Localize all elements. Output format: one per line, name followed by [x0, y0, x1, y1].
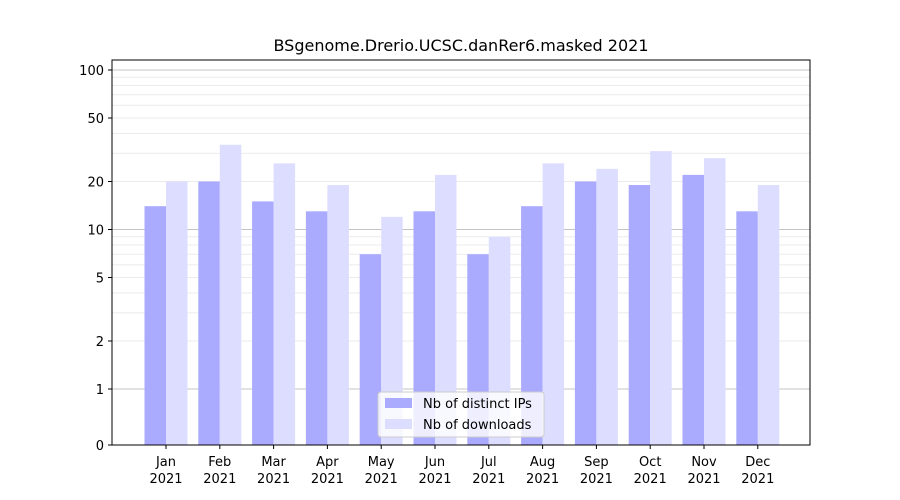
bar-distinct-ips	[574, 181, 597, 445]
x-tick-label-year: 2021	[580, 472, 613, 487]
legend-label-distinct-ips: Nb of distinct IPs	[423, 397, 532, 412]
x-tick-label-year: 2021	[257, 472, 290, 487]
x-tick-label-month: Mar	[261, 455, 286, 470]
bar-downloads	[704, 158, 726, 446]
x-axis: Jan 2021 Feb 2021 Mar 2021 Apr 2021 May 2021 Jun 20…	[149, 445, 774, 487]
bar-downloads	[381, 216, 403, 445]
x-tick-label-year: 2021	[149, 472, 182, 487]
legend-box	[377, 391, 545, 438]
bar-downloads	[757, 185, 780, 445]
y-tick-label: 5	[96, 272, 104, 287]
bar-distinct-ips	[305, 211, 328, 445]
x-tick-label-month: Nov	[691, 455, 717, 470]
x-tick-label-month: Jun	[424, 455, 445, 470]
bar-downloads	[327, 185, 349, 445]
y-tick-label: 2	[96, 335, 104, 350]
bar-downloads	[273, 163, 296, 445]
y-tick-label: 0	[96, 439, 104, 454]
bar-distinct-ips	[736, 211, 758, 445]
bar-downloads	[219, 144, 242, 445]
bar-downloads	[650, 151, 672, 445]
bar-distinct-ips	[628, 185, 651, 445]
bar-distinct-ips	[359, 254, 382, 445]
y-tick-label: 50	[87, 112, 104, 127]
x-tick-label-year: 2021	[526, 472, 559, 487]
y-tick-label: 100	[79, 64, 104, 79]
chart-title: BSgenome.Drerio.UCSC.danRer6.masked 2021	[273, 36, 648, 55]
x-tick-label-year: 2021	[418, 472, 451, 487]
x-tick-label-month: Apr	[316, 455, 339, 470]
legend: Nb of distinct IPs Nb of downloads	[377, 391, 545, 438]
plot-frame	[111, 59, 811, 446]
y-axis: 0 1 2 5 10 20 50 100	[79, 64, 112, 454]
x-tick-label-month: Jul	[480, 455, 497, 470]
bar-downloads	[542, 163, 565, 445]
x-tick-label-month: Dec	[745, 455, 770, 470]
bar-distinct-ips	[252, 201, 274, 445]
x-tick-label-month: Aug	[530, 455, 555, 470]
bar-downloads	[435, 174, 457, 445]
x-tick-label-year: 2021	[203, 472, 236, 487]
bar-downloads	[596, 168, 618, 445]
x-tick-label-month: Feb	[208, 455, 231, 470]
bar-distinct-ips	[682, 174, 704, 445]
y-tick-label: 20	[87, 175, 104, 190]
x-tick-label-year: 2021	[687, 472, 720, 487]
x-tick-label-month: Sep	[584, 455, 609, 470]
legend-label-downloads: Nb of downloads	[423, 418, 532, 433]
legend-swatch-distinct-ips	[385, 398, 412, 408]
x-tick-label-year: 2021	[741, 472, 774, 487]
bar-distinct-ips	[521, 206, 543, 445]
x-tick-label-month: May	[368, 455, 395, 470]
bar-distinct-ips	[198, 181, 220, 445]
y-tick-label: 1	[96, 383, 104, 398]
y-tick-label: 10	[87, 224, 104, 239]
bar-distinct-ips	[144, 206, 166, 445]
bar-downloads	[166, 181, 188, 445]
x-tick-label-month: Oct	[639, 455, 661, 470]
x-tick-label-month: Jan	[155, 455, 176, 470]
legend-swatch-downloads	[385, 419, 412, 429]
x-tick-label-year: 2021	[472, 472, 505, 487]
bar-distinct-ips	[413, 211, 435, 445]
x-tick-label-year: 2021	[365, 472, 398, 487]
x-tick-label-year: 2021	[311, 472, 344, 487]
x-tick-label-year: 2021	[634, 472, 667, 487]
